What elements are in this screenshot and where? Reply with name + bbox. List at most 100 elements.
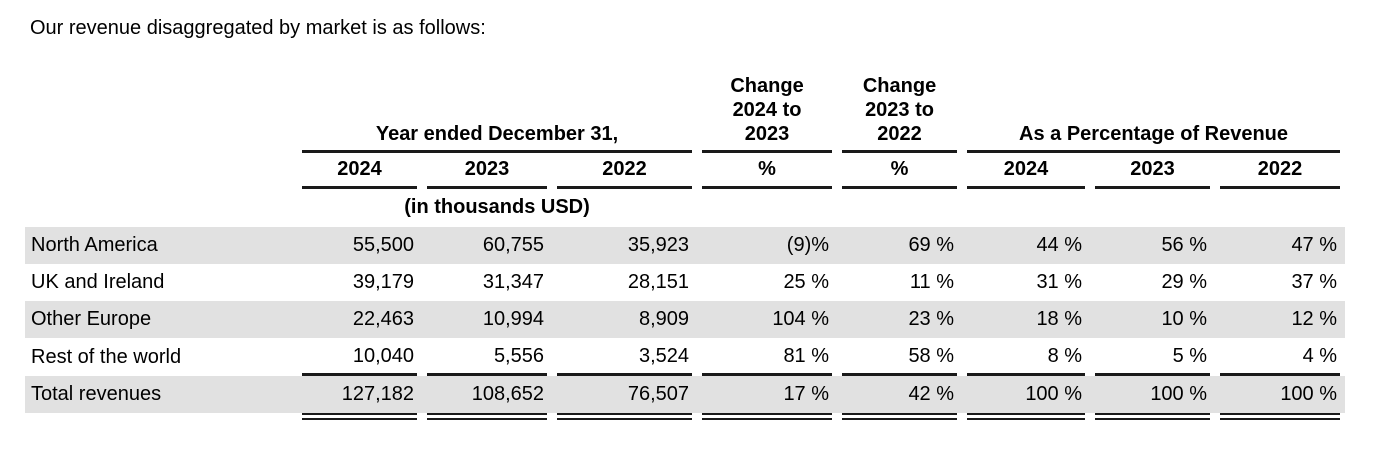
double-rule	[1220, 413, 1341, 420]
col-group-change-2024-2023-label: Change 2024 to 2023	[702, 74, 833, 153]
cell-value: 104 %	[697, 301, 838, 338]
revenue-by-market-table: Year ended December 31, Change 2024 to 2…	[25, 74, 1346, 423]
double-rule	[427, 413, 547, 420]
cell-value-text: 81 %	[702, 338, 833, 376]
cell-value: 10,994	[422, 301, 552, 338]
double-rule	[702, 413, 833, 420]
double-rule-cell	[1090, 413, 1215, 423]
cell-value: 56 %	[1090, 227, 1216, 264]
table-row-north-america: North America 55,500 60,755 35,923 (9)% …	[25, 227, 1346, 264]
cell-value: 44 %	[962, 227, 1091, 264]
cell-value: 31 %	[1036, 271, 1083, 293]
col-group-change-2023-2022: Change 2023 to 2022	[837, 74, 962, 153]
col-header-change1-pct-label: %	[702, 153, 833, 189]
col-header-2023-label: 2023	[427, 153, 547, 189]
cell-value: 29 %	[1161, 271, 1208, 293]
double-rule-cell	[837, 413, 962, 423]
cell-value-text: 3,524	[557, 338, 693, 376]
col-header-pct-2023: 2023	[1090, 153, 1215, 189]
cell-value: 23 %	[837, 301, 963, 338]
cell-value: 28,151	[627, 271, 690, 293]
cell-value: 12 %	[1215, 301, 1346, 338]
col-header-pct-2022: 2022	[1215, 153, 1345, 189]
table-row-rest-of-world: Rest of the world 10,040 5,556 3,524 81 …	[25, 338, 1345, 376]
cell-value: (9)%	[697, 227, 838, 264]
total-double-rule-row	[25, 413, 1345, 423]
col-group-change-2024-2023: Change 2024 to 2023	[697, 74, 837, 153]
cell-value: 5,556	[422, 338, 552, 376]
cell-value-text: 58 %	[842, 338, 958, 376]
cell-value: 39,179	[352, 271, 414, 293]
cell-value: 100 %	[962, 376, 1091, 413]
cell-value: 17 %	[697, 376, 838, 413]
cell-value: 58 %	[837, 338, 962, 376]
row-label: Other Europe	[25, 301, 297, 338]
cell-value: 42 %	[837, 376, 963, 413]
col-header-2022-label: 2022	[557, 153, 693, 189]
double-rule-cell	[962, 413, 1090, 423]
double-rule-cell	[697, 413, 837, 423]
double-rule	[842, 413, 958, 420]
col-header-pct-2023-label: 2023	[1095, 153, 1211, 189]
spacer-cell	[1215, 189, 1345, 227]
col-header-change2-pct: %	[837, 153, 962, 189]
row-label: North America	[25, 227, 297, 264]
double-rule-cell	[1215, 413, 1345, 423]
cell-value: 10,040	[297, 338, 422, 376]
col-header-change1-pct: %	[697, 153, 837, 189]
cell-value: 8,909	[552, 301, 698, 338]
row-label: UK and Ireland	[31, 271, 165, 293]
cell-value: 3,524	[552, 338, 697, 376]
double-rule-cell	[422, 413, 552, 423]
double-rule	[557, 413, 693, 420]
spacer-cell	[25, 74, 297, 153]
col-group-year-ended: Year ended December 31,	[297, 74, 697, 153]
double-rule	[967, 413, 1086, 420]
cell-value: 8 %	[962, 338, 1090, 376]
col-group-change-2023-2022-label: Change 2023 to 2022	[842, 74, 958, 153]
double-rule	[1095, 413, 1211, 420]
spacer-cell	[1090, 189, 1215, 227]
cell-value: 25 %	[783, 271, 830, 293]
col-header-2023: 2023	[422, 153, 552, 189]
cell-value: 31,347	[482, 271, 544, 293]
intro-text: Our revenue disaggregated by market is a…	[30, 17, 486, 39]
cell-value: 55,500	[297, 227, 422, 264]
cell-value: 4 %	[1215, 338, 1345, 376]
cell-value: 108,652	[422, 376, 552, 413]
cell-value-text: 10,040	[302, 338, 417, 376]
col-header-pct-2024: 2024	[962, 153, 1090, 189]
cell-value: 69 %	[837, 227, 963, 264]
table-row-uk-ireland: UK and Ireland 39,179 31,347 28,151 25 %…	[25, 264, 1345, 301]
spacer-cell	[697, 189, 837, 227]
cell-value: 22,463	[297, 301, 422, 338]
cell-value: 37 %	[1291, 271, 1338, 293]
table-row-total-revenues: Total revenues 127,182 108,652 76,507 17…	[25, 376, 1346, 413]
cell-value: 100 %	[1215, 376, 1346, 413]
cell-value-text: 4 %	[1220, 338, 1341, 376]
cell-value: 11 %	[909, 271, 955, 293]
col-group-year-ended-label: Year ended December 31,	[302, 123, 693, 153]
cell-value: 47 %	[1215, 227, 1346, 264]
cell-value: 18 %	[962, 301, 1091, 338]
cell-value: 35,923	[552, 227, 698, 264]
double-rule-cell	[552, 413, 697, 423]
spacer-cell	[25, 153, 297, 189]
cell-value-text: 5,556	[427, 338, 547, 376]
col-header-change2-pct-label: %	[842, 153, 958, 189]
cell-value: 5 %	[1090, 338, 1215, 376]
units-note: (in thousands USD)	[404, 196, 590, 218]
header-sub-row: 2024 2023 2022 % % 2024 2023 2022	[25, 153, 1345, 189]
cell-value-text: 8 %	[967, 338, 1086, 376]
row-label: Total revenues	[25, 376, 297, 413]
col-header-2024: 2024	[297, 153, 422, 189]
cell-value: 76,507	[552, 376, 698, 413]
spacer-cell	[837, 189, 962, 227]
col-header-2022: 2022	[552, 153, 697, 189]
double-rule	[302, 413, 417, 420]
cell-value: 100 %	[1090, 376, 1216, 413]
col-header-2024-label: 2024	[302, 153, 417, 189]
cell-value-text: 5 %	[1095, 338, 1211, 376]
header-group-row: Year ended December 31, Change 2024 to 2…	[25, 74, 1345, 153]
col-group-pct-of-revenue-label: As a Percentage of Revenue	[967, 123, 1341, 153]
